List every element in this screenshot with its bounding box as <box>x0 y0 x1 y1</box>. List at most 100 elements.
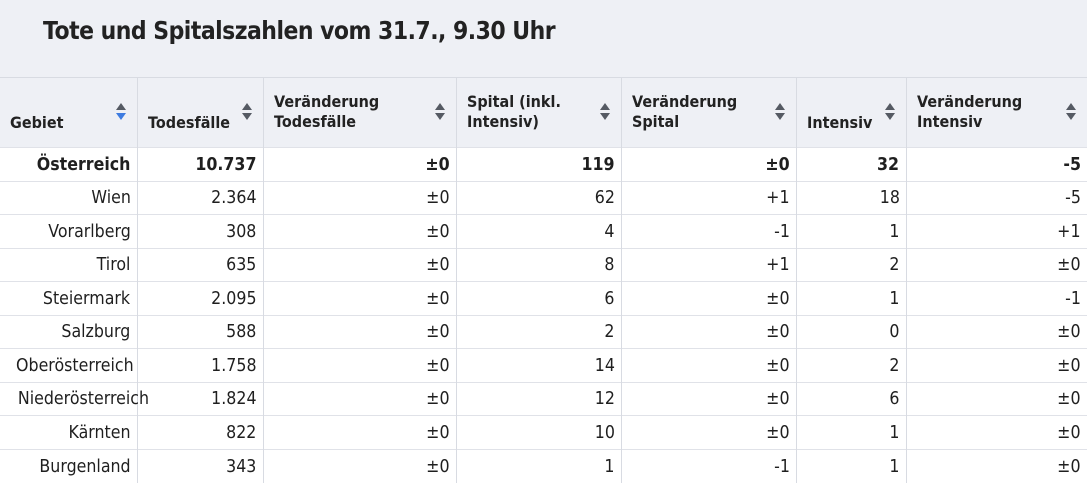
cell-veraenderung-spital: +1 <box>620 180 796 215</box>
cell-veraenderung-intensiv: ±0 <box>905 415 1087 449</box>
cell-gebiet: Oberösterreich <box>0 348 137 382</box>
column-header-veraenderung-intensiv[interactable]: Veränderung Intensiv <box>905 77 1087 148</box>
cell-spital: 8 <box>455 247 621 282</box>
table-row: Vorarlberg 308 ±0 4 -1 1 +1 <box>0 214 1087 248</box>
sort-icon[interactable] <box>434 101 446 123</box>
cell-spital: 6 <box>455 281 621 315</box>
cell-veraenderung-spital: ±0 <box>620 415 796 449</box>
cell-todesfaelle: 343 <box>136 448 263 483</box>
cell-todesfaelle: 588 <box>136 314 263 349</box>
cell-veraenderung-spital: ±0 <box>620 381 796 416</box>
cell-todesfaelle: 10.737 <box>136 147 263 181</box>
cell-intensiv: 0 <box>795 314 906 349</box>
data-table: Gebiet Todesfälle Veränderung Todesfälle… <box>0 77 1087 483</box>
cell-veraenderung-intensiv: ±0 <box>905 247 1087 282</box>
cell-intensiv: 1 <box>795 448 906 483</box>
cell-veraenderung-intensiv: +1 <box>905 214 1087 248</box>
cell-spital: 2 <box>455 314 621 349</box>
column-header-spital[interactable]: Spital (inkl. Intensiv) <box>455 77 621 148</box>
column-header-label: Todesfälle <box>147 113 230 132</box>
cell-veraenderung-intensiv: ±0 <box>905 314 1087 349</box>
cell-spital: 62 <box>455 180 621 215</box>
cell-veraenderung-todesfaelle: ±0 <box>262 247 456 282</box>
cell-intensiv: 1 <box>795 415 906 449</box>
cell-intensiv: 1 <box>795 281 906 315</box>
cell-gebiet: Österreich <box>0 147 137 181</box>
table-row: Oberösterreich 1.758 ±0 14 ±0 2 ±0 <box>0 348 1087 382</box>
cell-todesfaelle: 2.095 <box>136 281 263 315</box>
sort-icon[interactable] <box>599 101 611 123</box>
cell-gebiet: Burgenland <box>0 448 137 483</box>
cell-veraenderung-intensiv: -5 <box>905 180 1087 215</box>
cell-veraenderung-todesfaelle: ±0 <box>262 314 456 349</box>
cell-gebiet: Vorarlberg <box>0 214 137 248</box>
cell-todesfaelle: 822 <box>136 415 263 449</box>
cell-todesfaelle: 2.364 <box>136 180 263 215</box>
cell-veraenderung-todesfaelle: ±0 <box>262 147 456 181</box>
column-header-label: Veränderung <box>273 92 379 111</box>
cell-intensiv: 32 <box>795 147 906 181</box>
cell-todesfaelle: 635 <box>136 247 263 282</box>
table-row: Niederösterreich 1.824 ±0 12 ±0 6 ±0 <box>0 381 1087 416</box>
cell-veraenderung-intensiv: ±0 <box>905 381 1087 416</box>
column-header-intensiv[interactable]: Intensiv <box>795 77 906 148</box>
cell-spital: 4 <box>455 214 621 248</box>
sort-icon[interactable] <box>241 101 253 123</box>
column-header-label-line2: Intensiv) <box>466 112 539 131</box>
table-row: Kärnten 822 ±0 10 ±0 1 ±0 <box>0 415 1087 449</box>
table-row: Burgenland 343 ±0 1 -1 1 ±0 <box>0 448 1087 483</box>
cell-veraenderung-spital: ±0 <box>620 147 796 181</box>
column-header-label: Veränderung <box>916 92 1022 111</box>
table-row: Steiermark 2.095 ±0 6 ±0 1 -1 <box>0 281 1087 315</box>
header-bar: Tote und Spitalszahlen vom 31.7., 9.30 U… <box>0 0 1087 77</box>
column-header-label-line2: Todesfälle <box>273 112 356 131</box>
cell-veraenderung-todesfaelle: ±0 <box>262 381 456 416</box>
cell-todesfaelle: 1.758 <box>136 348 263 382</box>
cell-veraenderung-intensiv: -5 <box>905 147 1087 181</box>
cell-veraenderung-intensiv: -1 <box>905 281 1087 315</box>
column-header-label: Gebiet <box>10 113 64 132</box>
cell-intensiv: 6 <box>795 381 906 416</box>
cell-spital: 12 <box>455 381 621 416</box>
cell-veraenderung-spital: ±0 <box>620 281 796 315</box>
cell-gebiet: Niederösterreich <box>0 381 149 416</box>
column-header-label: Veränderung <box>631 92 737 111</box>
column-header-veraenderung-todesfaelle[interactable]: Veränderung Todesfälle <box>262 77 456 148</box>
cell-veraenderung-todesfaelle: ±0 <box>262 448 456 483</box>
cell-spital: 1 <box>455 448 621 483</box>
sort-icon[interactable] <box>774 101 786 123</box>
cell-spital: 10 <box>455 415 621 449</box>
cell-veraenderung-todesfaelle: ±0 <box>262 180 456 215</box>
cell-intensiv: 18 <box>795 180 906 215</box>
cell-gebiet: Steiermark <box>0 281 137 315</box>
cell-veraenderung-spital: ±0 <box>620 314 796 349</box>
cell-veraenderung-todesfaelle: ±0 <box>262 415 456 449</box>
cell-veraenderung-spital: +1 <box>620 247 796 282</box>
cell-veraenderung-intensiv: ±0 <box>905 448 1087 483</box>
cell-todesfaelle: 1.824 <box>136 381 263 416</box>
cell-gebiet: Tirol <box>0 247 137 282</box>
column-header-todesfaelle[interactable]: Todesfälle <box>136 77 263 148</box>
cell-gebiet: Kärnten <box>0 415 137 449</box>
table-row-total: Österreich 10.737 ±0 119 ±0 32 -5 <box>0 147 1087 181</box>
column-header-gebiet[interactable]: Gebiet <box>0 77 137 148</box>
cell-veraenderung-spital: -1 <box>620 448 796 483</box>
table-row: Wien 2.364 ±0 62 +1 18 -5 <box>0 180 1087 215</box>
cell-veraenderung-todesfaelle: ±0 <box>262 348 456 382</box>
cell-todesfaelle: 308 <box>136 214 263 248</box>
sort-icon[interactable] <box>115 101 127 123</box>
cell-intensiv: 2 <box>795 348 906 382</box>
column-header-veraenderung-spital[interactable]: Veränderung Spital <box>620 77 796 148</box>
cell-gebiet: Salzburg <box>0 314 137 349</box>
cell-veraenderung-spital: -1 <box>620 214 796 248</box>
cell-veraenderung-spital: ±0 <box>620 348 796 382</box>
sort-icon[interactable] <box>1066 101 1077 123</box>
column-header-label-line2: Intensiv <box>916 112 982 131</box>
table-row: Salzburg 588 ±0 2 ±0 0 ±0 <box>0 314 1087 349</box>
cell-intensiv: 2 <box>795 247 906 282</box>
cell-spital: 14 <box>455 348 621 382</box>
table-row: Tirol 635 ±0 8 +1 2 ±0 <box>0 247 1087 282</box>
sort-icon[interactable] <box>884 101 896 123</box>
page-title: Tote und Spitalszahlen vom 31.7., 9.30 U… <box>43 16 556 45</box>
cell-veraenderung-todesfaelle: ±0 <box>262 281 456 315</box>
